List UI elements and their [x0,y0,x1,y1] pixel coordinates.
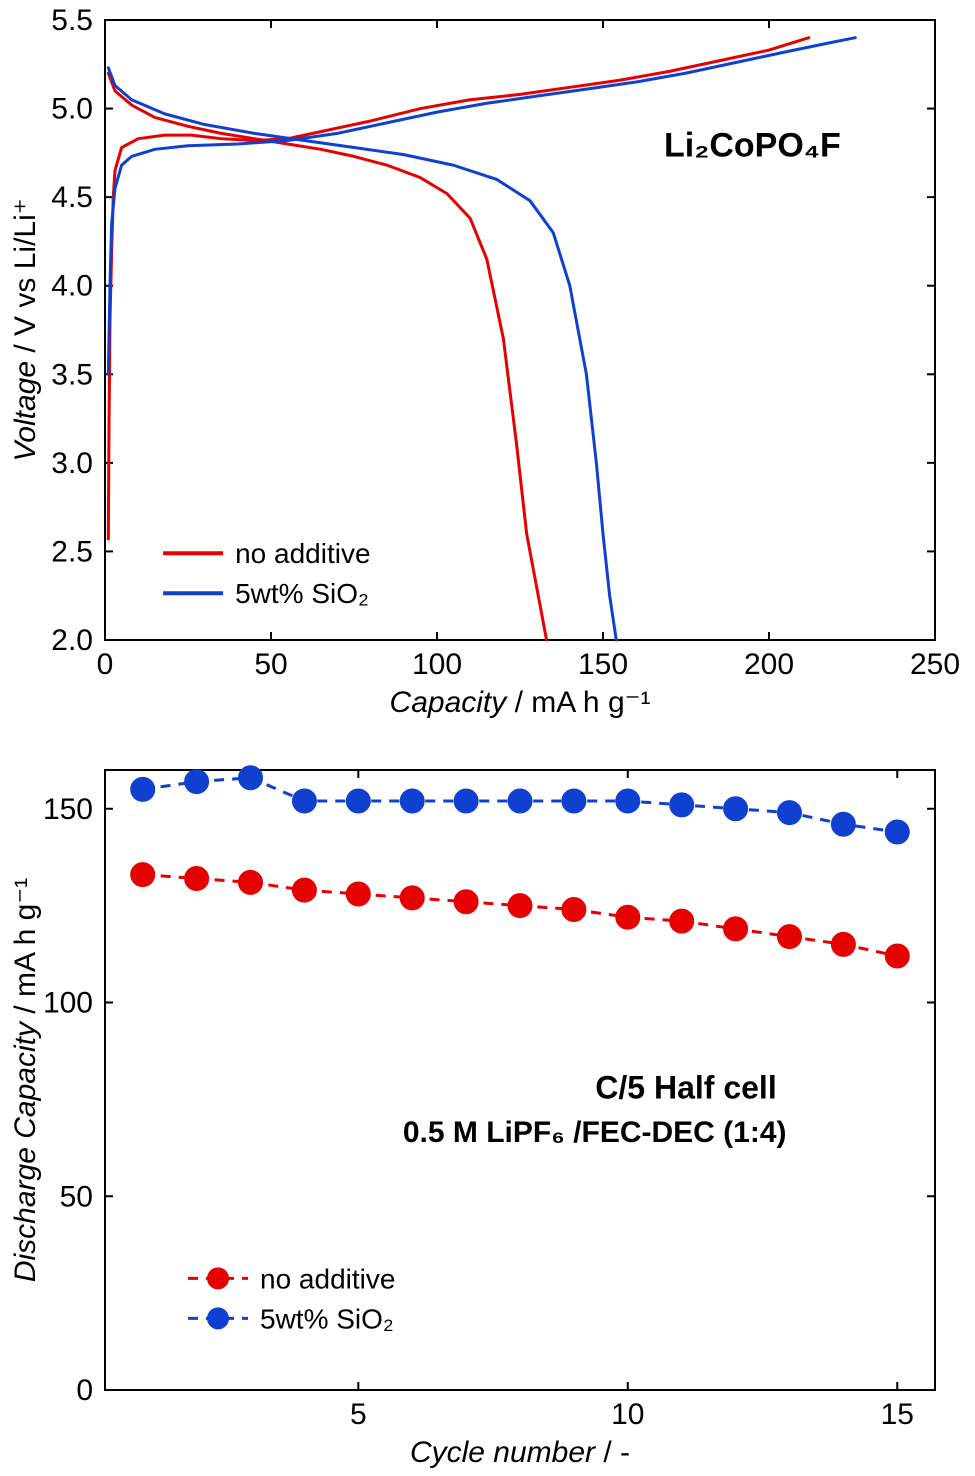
y-tick-label: 100 [43,987,93,1020]
series-marker [562,898,586,922]
y-tick-label: 150 [43,793,93,826]
series-marker [239,766,263,790]
series-marker [131,777,155,801]
series-marker [292,878,316,902]
series-marker [454,890,478,914]
figure-container: 0501001502002502.02.53.03.54.04.55.05.5C… [0,0,975,1476]
chart-annotation: Li₂CoPO₄F [664,126,841,164]
series-marker [131,863,155,887]
y-tick-label: 0 [76,1374,93,1407]
plot-border [105,20,935,640]
series-line [108,38,809,539]
series-marker [616,905,640,929]
x-tick-label: 10 [611,1398,644,1431]
legend-label: 5wt% SiO₂ [260,1303,394,1334]
series-marker [508,894,532,918]
x-tick-label: 100 [412,648,462,681]
series-marker [616,789,640,813]
x-tick-label: 50 [254,648,287,681]
y-tick-label: 4.0 [51,270,93,303]
y-axis-label: Voltage / V vs Li/Li⁺ [9,198,42,461]
series-marker [831,812,855,836]
y-tick-label: 4.5 [51,181,93,214]
x-tick-label: 200 [744,648,794,681]
series-marker [185,770,209,794]
legend-label: no additive [235,538,370,569]
legend-label: 5wt% SiO₂ [235,578,369,609]
series-marker [777,925,801,949]
series-line [108,38,855,375]
series-marker [346,789,370,813]
series-marker [239,870,263,894]
series-marker [454,789,478,813]
series-marker [562,789,586,813]
series-marker [831,932,855,956]
y-tick-label: 5.0 [51,93,93,126]
series-marker [670,909,694,933]
series-marker [292,789,316,813]
series-marker [724,797,748,821]
chart-svg: 0501001502002502.02.53.03.54.04.55.05.5C… [0,0,975,1476]
plot-border [105,770,935,1390]
y-tick-label: 3.5 [51,358,93,391]
legend-label: no additive [260,1263,395,1294]
y-tick-label: 2.0 [51,624,93,657]
x-axis-label: Cycle number / - [410,1436,630,1469]
series-marker [185,867,209,891]
series-marker [724,917,748,941]
x-tick-label: 5 [350,1398,367,1431]
y-axis-label: Discharge Capacity / mA h g⁻¹ [9,878,42,1282]
legend-marker [207,1267,229,1289]
series-marker [508,789,532,813]
series-marker [400,789,424,813]
series-marker [400,886,424,910]
series-marker [777,801,801,825]
chart-annotation: 0.5 M LiPF₆ /FEC-DEC (1:4) [403,1116,787,1149]
series-marker [885,820,909,844]
legend-marker [207,1307,229,1329]
series-marker [346,882,370,906]
series-marker [670,793,694,817]
chart-annotation: C/5 Half cell [595,1070,776,1106]
x-tick-label: 15 [881,1398,914,1431]
x-tick-label: 250 [910,648,960,681]
series-marker [885,944,909,968]
y-tick-label: 2.5 [51,535,93,568]
y-tick-label: 50 [60,1180,93,1213]
y-tick-label: 5.5 [51,4,93,37]
x-tick-label: 0 [97,648,114,681]
x-axis-label: Capacity / mA h g⁻¹ [390,686,651,719]
y-tick-label: 3.0 [51,447,93,480]
x-tick-label: 150 [578,648,628,681]
